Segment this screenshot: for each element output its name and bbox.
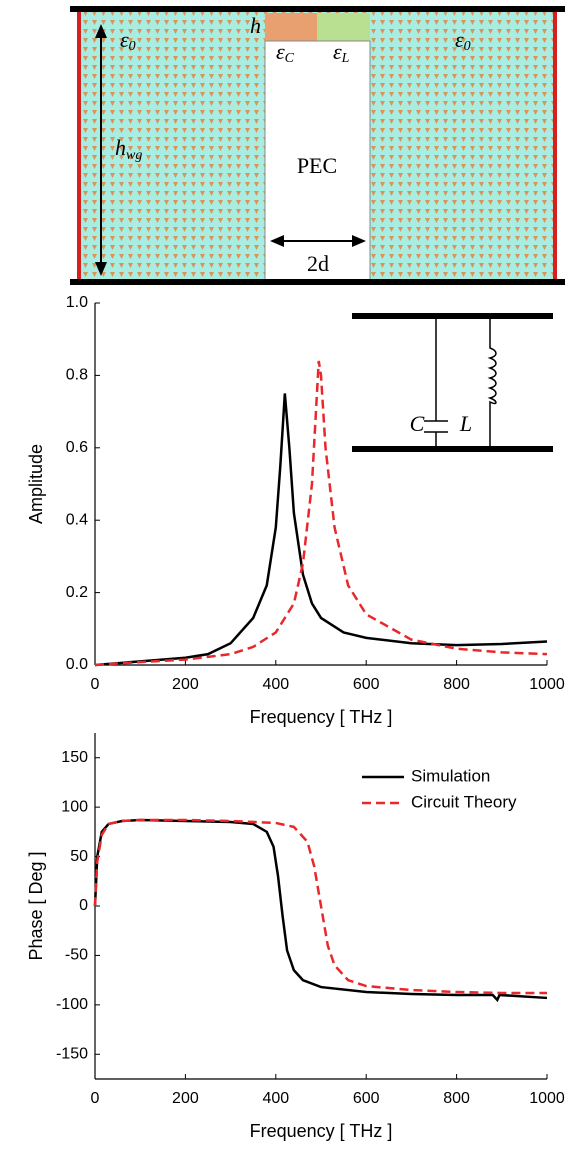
x-axis-label: Frequency [ THz ] <box>250 707 393 727</box>
y-tick-label: 100 <box>61 798 88 815</box>
y-tick-label: -150 <box>56 1046 88 1063</box>
pec-label: PEC <box>297 153 337 178</box>
legend-label: Simulation <box>411 766 490 785</box>
capacitive-layer <box>265 13 317 41</box>
symbol: h <box>115 135 126 160</box>
subscript: C <box>285 51 295 66</box>
x-tick-label: 200 <box>172 676 199 693</box>
subscript: L <box>341 51 350 66</box>
series-line <box>93 818 547 995</box>
symbol: ε <box>120 27 129 52</box>
x-tick-label: 1000 <box>529 1090 565 1107</box>
y-tick-label: 0.8 <box>66 367 88 384</box>
capacitor <box>424 316 448 449</box>
series-line <box>94 360 548 667</box>
chart: 0.0 0.2 0.4 0.6 0.8 1.0 0 200 400 600 800 1000 Frequ… <box>26 294 565 727</box>
legend-label: Circuit Theory <box>411 792 517 811</box>
width-label: 2d <box>307 251 329 276</box>
chart: -150 -100 -50 0 50 100 150 0 200 400 600 800 1000 Fre… <box>26 733 565 1141</box>
symbol: ε <box>276 39 285 64</box>
subscript: 0 <box>464 39 471 54</box>
x-tick-label: 800 <box>443 1090 470 1107</box>
y-tick-label: 0.4 <box>66 511 88 528</box>
waveguide-diagram: ε0 h εC εL ε0 hwg PEC 2d <box>70 6 565 285</box>
x-tick-label: 200 <box>172 1090 199 1107</box>
x-tick-label: 400 <box>262 1090 289 1107</box>
x-tick-label: 0 <box>91 676 100 693</box>
h-wg: hwg <box>115 135 142 163</box>
inductor <box>487 316 497 449</box>
h-label: h <box>250 13 261 38</box>
subscript: 0 <box>129 39 136 54</box>
y-tick-label: 0.2 <box>66 584 88 601</box>
y-tick-label: 0.6 <box>66 439 88 456</box>
x-tick-label: 1000 <box>529 676 565 693</box>
y-tick-label: 0 <box>79 897 88 914</box>
symbol: ε <box>455 27 464 52</box>
circuit-inset <box>352 313 553 452</box>
x-tick-label: 600 <box>353 676 380 693</box>
circuit-label: L <box>459 411 472 436</box>
y-tick-label: 50 <box>70 848 88 865</box>
series-line <box>94 393 548 667</box>
x-axis-label: Frequency [ THz ] <box>250 1121 393 1141</box>
y-tick-label: -100 <box>56 996 88 1013</box>
x-tick-label: 800 <box>443 676 470 693</box>
symbol: ε <box>333 39 342 64</box>
inductive-layer <box>317 13 370 41</box>
y-tick-label: 1.0 <box>66 294 88 311</box>
eps-left: ε0 <box>120 27 136 54</box>
x-tick-label: 400 <box>262 676 289 693</box>
eps-l: εL <box>333 39 350 66</box>
circuit-label: C <box>410 411 425 436</box>
eps-c: εC <box>276 39 295 66</box>
y-tick-label: -50 <box>65 947 88 964</box>
eps-right: ε0 <box>455 27 471 54</box>
subscript: wg <box>126 148 142 163</box>
x-tick-label: 0 <box>91 1090 100 1107</box>
y-axis-label: Phase [ Deg ] <box>26 851 46 960</box>
y-axis-label: Amplitude <box>26 444 46 524</box>
y-tick-label: 0.0 <box>66 656 88 673</box>
y-tick-label: 150 <box>61 749 88 766</box>
x-tick-label: 600 <box>353 1090 380 1107</box>
series-line <box>93 818 548 1003</box>
